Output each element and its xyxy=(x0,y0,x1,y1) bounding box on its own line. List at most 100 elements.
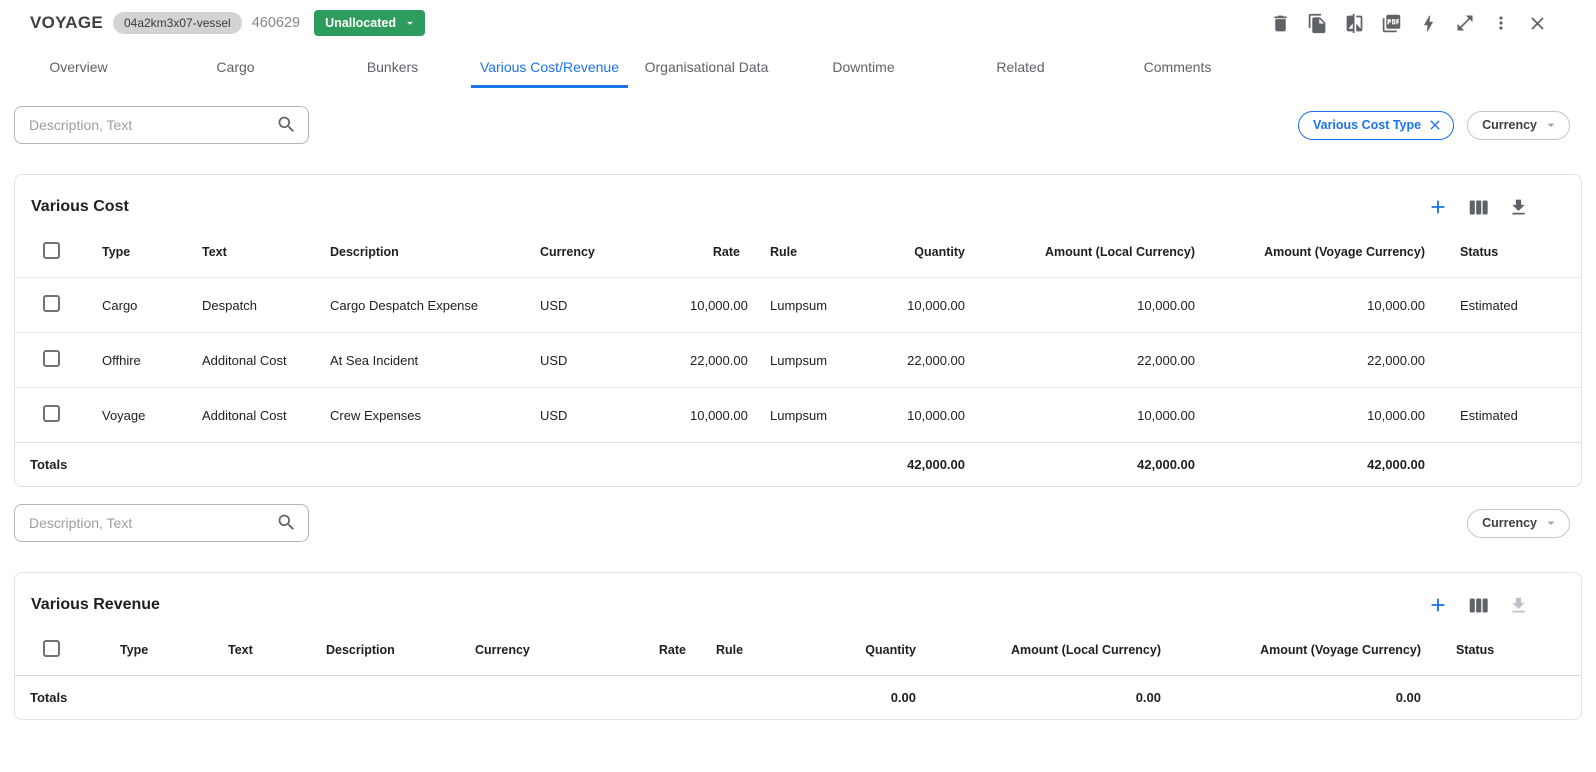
column-header-amount-voyage: Amount (Voyage Currency) xyxy=(1210,226,1440,278)
cost-filter-row: Various Cost Type Currency xyxy=(0,88,1596,150)
cell-text: Despatch xyxy=(187,278,315,333)
cell-rate: 22,000.00 xyxy=(675,333,755,388)
column-header-description: Description xyxy=(315,226,525,278)
column-header-text: Text xyxy=(187,226,315,278)
filter-chip-various-cost-type[interactable]: Various Cost Type xyxy=(1298,111,1454,140)
tab-comments[interactable]: Comments xyxy=(1099,46,1256,88)
expand-button[interactable] xyxy=(1455,13,1475,33)
bolt-button[interactable] xyxy=(1418,13,1439,34)
cell-text: Additonal Cost xyxy=(187,388,315,443)
copy-button[interactable] xyxy=(1307,13,1328,34)
download-icon xyxy=(1508,595,1529,616)
row-checkbox[interactable] xyxy=(43,295,60,312)
compare-icon xyxy=(1344,13,1365,34)
column-header-type: Type xyxy=(87,226,187,278)
cell-status: Estimated xyxy=(1440,278,1581,333)
remove-filter-icon[interactable] xyxy=(1427,117,1443,133)
page-title: VOYAGE xyxy=(30,13,103,33)
column-header-rate: Rate xyxy=(581,624,701,676)
revenue-search-input[interactable] xyxy=(14,504,309,542)
tab-related[interactable]: Related xyxy=(942,46,1099,88)
various-cost-actions xyxy=(1427,196,1529,218)
totals-amount-local: 42,000.00 xyxy=(980,443,1210,487)
column-header-rate: Rate xyxy=(675,226,755,278)
cell-currency: USD xyxy=(525,278,675,333)
tab-downtime[interactable]: Downtime xyxy=(785,46,942,88)
close-button[interactable] xyxy=(1527,13,1548,34)
column-header-type: Type xyxy=(105,624,213,676)
view-columns-icon xyxy=(1468,197,1489,218)
more-options-icon xyxy=(1491,13,1511,33)
chevron-down-icon xyxy=(1543,515,1559,531)
column-header-currency: Currency xyxy=(525,226,675,278)
cost-search-box xyxy=(14,106,309,144)
cell-rate: 10,000.00 xyxy=(675,388,755,443)
tab-cargo[interactable]: Cargo xyxy=(157,46,314,88)
chevron-down-icon xyxy=(403,16,417,30)
view-columns-button[interactable] xyxy=(1468,197,1489,218)
export-pdf-button[interactable] xyxy=(1381,13,1402,34)
allocation-status-button[interactable]: Unallocated xyxy=(314,10,425,36)
totals-row: Totals 0.00 0.00 0.00 xyxy=(15,676,1581,720)
table-row[interactable]: Voyage Additonal Cost Crew Expenses USD … xyxy=(15,388,1581,443)
tab-various-cost-revenue[interactable]: Various Cost/Revenue xyxy=(471,46,628,88)
tab-bunkers[interactable]: Bunkers xyxy=(314,46,471,88)
filter-chip-currency[interactable]: Currency xyxy=(1467,509,1570,538)
cell-text: Additonal Cost xyxy=(187,333,315,388)
totals-amount-local: 0.00 xyxy=(931,676,1176,720)
row-checkbox[interactable] xyxy=(43,350,60,367)
allocation-status-label: Unallocated xyxy=(325,16,396,30)
expand-icon xyxy=(1455,13,1475,33)
cell-type: Offhire xyxy=(87,333,187,388)
cost-search-input[interactable] xyxy=(14,106,309,144)
totals-quantity: 42,000.00 xyxy=(880,443,980,487)
cell-amount-local: 22,000.00 xyxy=(980,333,1210,388)
compare-button[interactable] xyxy=(1344,13,1365,34)
cell-rule: Lumpsum xyxy=(755,388,880,443)
vessel-badge: 04a2km3x07-vessel xyxy=(113,12,242,34)
totals-amount-voyage: 0.00 xyxy=(1176,676,1436,720)
totals-amount-voyage: 42,000.00 xyxy=(1210,443,1440,487)
search-icon xyxy=(276,512,297,533)
column-header-quantity: Quantity xyxy=(801,624,931,676)
delete-icon xyxy=(1270,13,1291,34)
delete-button[interactable] xyxy=(1270,13,1291,34)
cell-quantity: 10,000.00 xyxy=(880,388,980,443)
copy-icon xyxy=(1307,13,1328,34)
column-header-currency: Currency xyxy=(460,624,581,676)
search-icon xyxy=(276,114,297,135)
view-columns-button[interactable] xyxy=(1468,595,1489,616)
select-all-checkbox[interactable] xyxy=(43,640,60,657)
row-checkbox[interactable] xyxy=(43,405,60,422)
close-icon xyxy=(1527,13,1548,34)
column-header-status: Status xyxy=(1436,624,1581,676)
totals-row: Totals 42,000.00 42,000.00 42,000.00 xyxy=(15,443,1581,487)
cell-rate: 10,000.00 xyxy=(675,278,755,333)
tab-overview[interactable]: Overview xyxy=(0,46,157,88)
column-header-amount-local: Amount (Local Currency) xyxy=(931,624,1176,676)
tab-organisational-data[interactable]: Organisational Data xyxy=(628,46,785,88)
cell-quantity: 10,000.00 xyxy=(880,278,980,333)
tab-bar: Overview Cargo Bunkers Various Cost/Reve… xyxy=(0,46,1596,88)
section-title: Various Cost xyxy=(31,198,129,216)
revenue-filter-row: Currency xyxy=(0,487,1596,548)
select-all-checkbox[interactable] xyxy=(43,242,60,259)
download-button-disabled xyxy=(1508,595,1529,616)
table-row[interactable]: Offhire Additonal Cost At Sea Incident U… xyxy=(15,333,1581,388)
topbar-actions xyxy=(1270,13,1548,34)
column-header-amount-voyage: Amount (Voyage Currency) xyxy=(1176,624,1436,676)
filter-chip-currency[interactable]: Currency xyxy=(1467,111,1570,140)
column-header-status: Status xyxy=(1440,226,1581,278)
cell-amount-local: 10,000.00 xyxy=(980,278,1210,333)
cell-type: Cargo xyxy=(87,278,187,333)
add-revenue-button[interactable] xyxy=(1427,594,1449,616)
filter-chip-label: Various Cost Type xyxy=(1313,118,1421,132)
add-cost-button[interactable] xyxy=(1427,196,1449,218)
table-row[interactable]: Cargo Despatch Cargo Despatch Expense US… xyxy=(15,278,1581,333)
download-button[interactable] xyxy=(1508,197,1529,218)
totals-label: Totals xyxy=(15,443,187,487)
cell-description: Cargo Despatch Expense xyxy=(315,278,525,333)
more-options-button[interactable] xyxy=(1491,13,1511,33)
bolt-icon xyxy=(1418,13,1439,34)
cell-description: Crew Expenses xyxy=(315,388,525,443)
